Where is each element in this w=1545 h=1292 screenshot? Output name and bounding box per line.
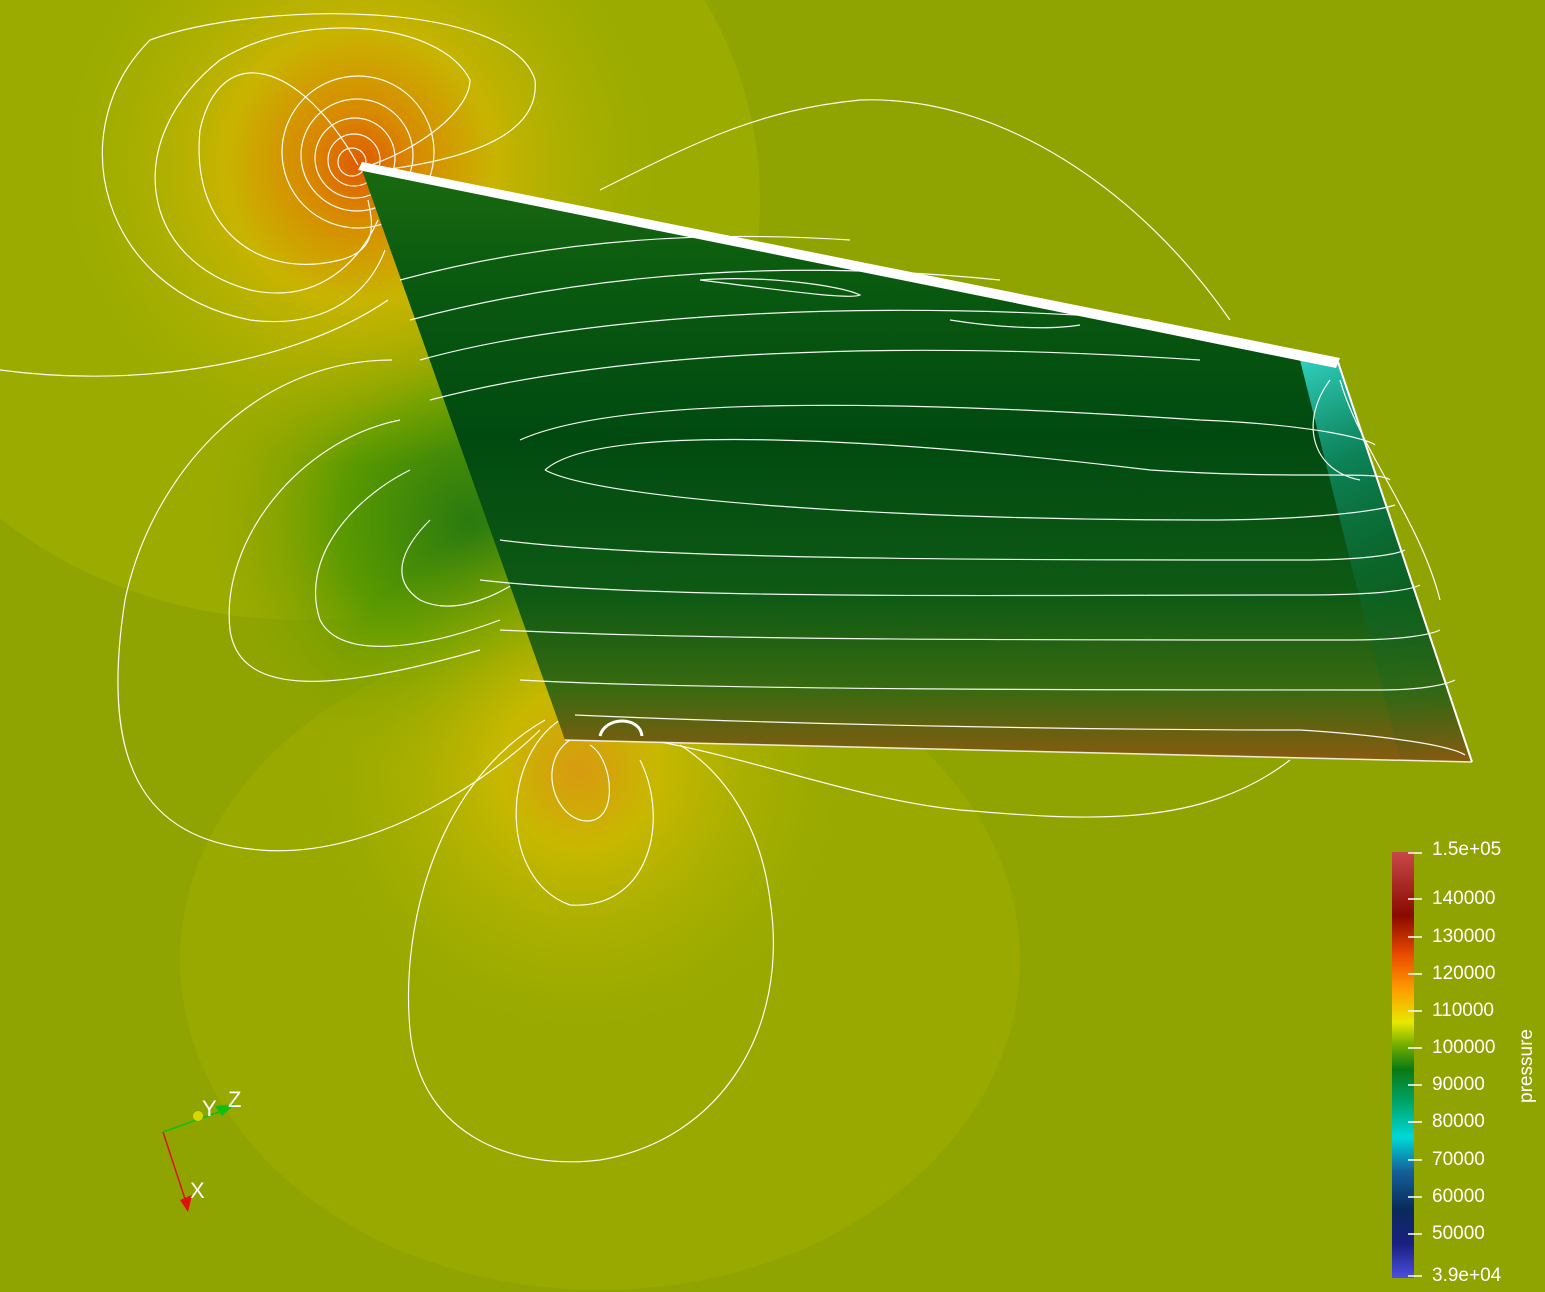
colorbar-title: pressure — [1516, 1029, 1538, 1103]
z-axis-label: Z — [228, 1089, 241, 1111]
colorbar-tick-label: 110000 — [1432, 1001, 1494, 1021]
colorbar-max-label: 1.5e+05 — [1432, 840, 1501, 860]
x-axis-label: X — [190, 1180, 205, 1202]
colorbar-tick-label: 80000 — [1432, 1112, 1485, 1132]
colorbar-tick-label: 120000 — [1432, 964, 1495, 984]
colorbar-gradient — [1392, 852, 1414, 1278]
colorbar-tick-label: 100000 — [1432, 1038, 1495, 1058]
colorbar-tick-label: 50000 — [1432, 1224, 1485, 1244]
colorbar-tick-label: 130000 — [1432, 927, 1495, 947]
colorbar-tick-label: 90000 — [1432, 1075, 1485, 1095]
colorbar-min-label: 3.9e+04 — [1432, 1266, 1501, 1286]
colorbar-tick-label: 140000 — [1432, 889, 1495, 909]
y-axis-label: Y — [202, 1098, 217, 1120]
colorbar-tick-label: 60000 — [1432, 1187, 1485, 1207]
colorbar-tick-label: 70000 — [1432, 1150, 1485, 1170]
